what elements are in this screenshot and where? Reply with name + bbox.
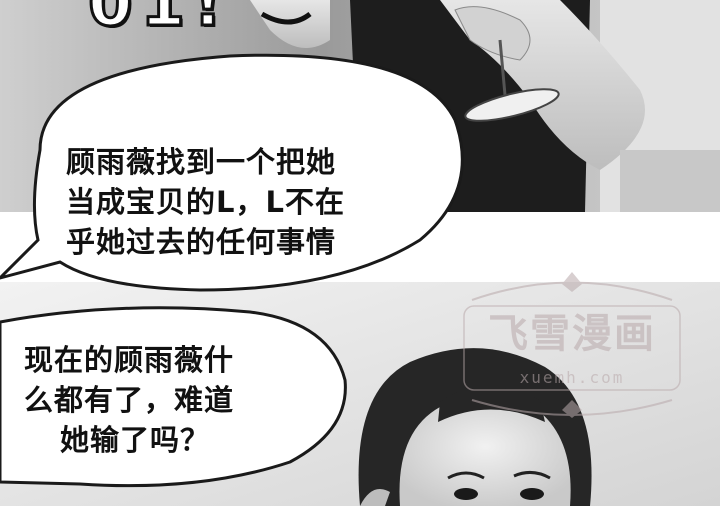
bubble-line: 她输了吗？ <box>60 423 211 457</box>
left-eye <box>454 488 478 500</box>
bubble-line: 么都有了，难道 <box>24 383 235 417</box>
hand <box>454 6 531 61</box>
left-eyebrow <box>447 471 485 480</box>
right-eye <box>520 488 544 500</box>
watermark: 飞雪漫画 xuemh.com <box>452 270 692 420</box>
bubble-line: 乎她过去的任何事情 <box>66 225 337 259</box>
watermark-url: xuemh.com <box>519 368 625 387</box>
glass-stem <box>498 39 507 96</box>
bubble-line: 现在的顾雨薇什 <box>24 343 235 377</box>
watermark-frame <box>463 272 681 418</box>
hand-near-face <box>360 489 390 506</box>
right-eyebrow <box>513 471 551 480</box>
hair-fringe <box>438 386 545 422</box>
speech-bubble-top-text: 顾雨薇找到一个把她 当成宝贝的L，L不在 乎她过去的任何事情 <box>66 142 345 262</box>
glass-base <box>464 88 560 122</box>
face <box>399 398 571 506</box>
bubble-line: 当成宝贝的L，L不在 <box>66 185 345 219</box>
bubble-line: 顾雨薇找到一个把她 <box>66 145 337 179</box>
watermark-title: 飞雪漫画 <box>488 311 656 357</box>
background-object <box>620 150 720 212</box>
bracelet <box>260 11 312 25</box>
speech-bubble-bottom-text: 现在的顾雨薇什 么都有了，难道 她输了吗？ <box>24 340 234 460</box>
sound-effect-text: 01! <box>86 0 231 41</box>
